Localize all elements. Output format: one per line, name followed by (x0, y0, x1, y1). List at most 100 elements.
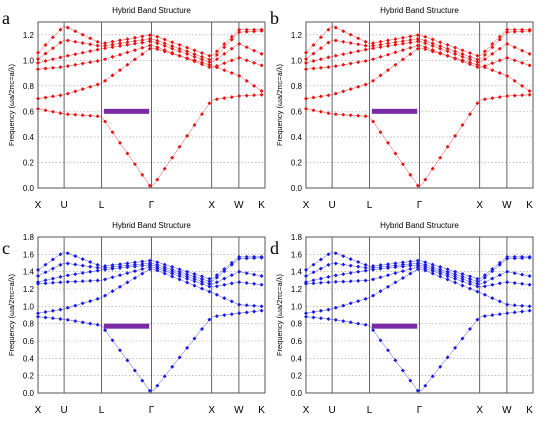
band-point (505, 269, 510, 274)
band-point (400, 276, 405, 280)
band-point (259, 274, 264, 278)
x-tick-label: Γ (417, 405, 423, 416)
band-point (36, 50, 40, 55)
chart-title: Hybrid Band Structure (380, 6, 459, 15)
band-point (162, 262, 167, 267)
band-point (408, 52, 413, 57)
band-point (185, 49, 190, 54)
band-point (482, 314, 487, 319)
band-point (341, 62, 346, 67)
band-point (170, 267, 175, 272)
band-point (36, 311, 40, 316)
band-point (378, 338, 383, 343)
x-tick-label: U (328, 405, 335, 416)
band-point (356, 264, 361, 269)
x-tick-label: W (502, 405, 512, 416)
band-point (207, 65, 212, 70)
band-point (43, 95, 48, 100)
band-point (103, 41, 108, 46)
band-point (170, 271, 175, 276)
panel-letter: b (270, 8, 279, 28)
band-point (252, 272, 257, 277)
band-point (50, 266, 55, 271)
band-point (88, 42, 93, 47)
band-point (110, 42, 115, 47)
band-point (140, 172, 145, 177)
band-point (140, 271, 145, 276)
band-point (512, 45, 517, 50)
chart-title: Hybrid Band Structure (112, 221, 191, 230)
y-tick-label: 1.0 (23, 302, 35, 311)
band-point (512, 271, 517, 276)
band-point (408, 259, 413, 264)
band-point (177, 144, 182, 149)
band-point (162, 374, 167, 379)
band-point (132, 262, 137, 267)
band-point (162, 37, 167, 42)
y-axis-label: Frequency (ωa/2πc=a/λ) (7, 63, 16, 146)
band-point (311, 262, 316, 267)
band-point (177, 42, 182, 47)
band-point (58, 111, 63, 116)
band-point (326, 252, 331, 257)
band-line (37, 268, 262, 314)
band-point (408, 172, 413, 177)
band-point (88, 36, 93, 41)
band-point (58, 262, 63, 267)
band-point (497, 46, 502, 51)
band-point (95, 39, 100, 44)
band-point (43, 310, 48, 314)
band-point (378, 73, 383, 78)
band-point (378, 54, 383, 59)
band-point (348, 279, 353, 284)
band-point (252, 93, 257, 98)
band-point (468, 54, 472, 59)
band-point (244, 254, 249, 259)
y-tick-label: 0.4 (291, 354, 303, 363)
x-tick-label: X (35, 405, 42, 416)
y-tick-label: 1.2 (23, 31, 35, 40)
band-point (400, 260, 405, 265)
band-point (192, 52, 197, 57)
band-point (326, 55, 331, 60)
band-point (438, 269, 443, 274)
band-point (386, 273, 390, 278)
band-point (356, 42, 361, 47)
band-point (155, 177, 160, 182)
band-point (505, 94, 510, 98)
x-tick-label: X (476, 200, 483, 211)
band-point (341, 52, 346, 57)
band-point (237, 41, 242, 46)
band-point (103, 293, 108, 298)
band-point (356, 49, 361, 54)
band-point (318, 257, 323, 262)
band-point (386, 68, 390, 73)
band-point (415, 388, 420, 393)
chart-panel-b: b Hybrid Band Structure 0.0 0.2 0.4 0.6 0.8 1.0… (270, 6, 534, 211)
band-point (326, 65, 331, 70)
band-point (200, 54, 204, 59)
band-point (170, 364, 175, 369)
band-point (505, 254, 510, 259)
band-point (363, 59, 368, 63)
x-tick-label: K (258, 200, 265, 211)
band-point (415, 261, 420, 266)
band-point (50, 280, 55, 285)
panel-letter: c (2, 238, 10, 258)
band-point (520, 93, 525, 98)
band-point (378, 130, 383, 135)
band-line (305, 310, 530, 391)
band-point (453, 49, 458, 54)
x-tick-label: U (60, 405, 67, 416)
y-tick-label: 1.6 (23, 250, 35, 259)
band-point (527, 89, 532, 93)
band-point (200, 281, 204, 286)
band-point (58, 55, 63, 60)
y-tick-label: 0.8 (291, 320, 303, 329)
band-point (363, 278, 368, 283)
band-point (520, 48, 525, 53)
band-point (423, 38, 428, 43)
band-point (73, 279, 78, 284)
band-point (311, 59, 316, 63)
